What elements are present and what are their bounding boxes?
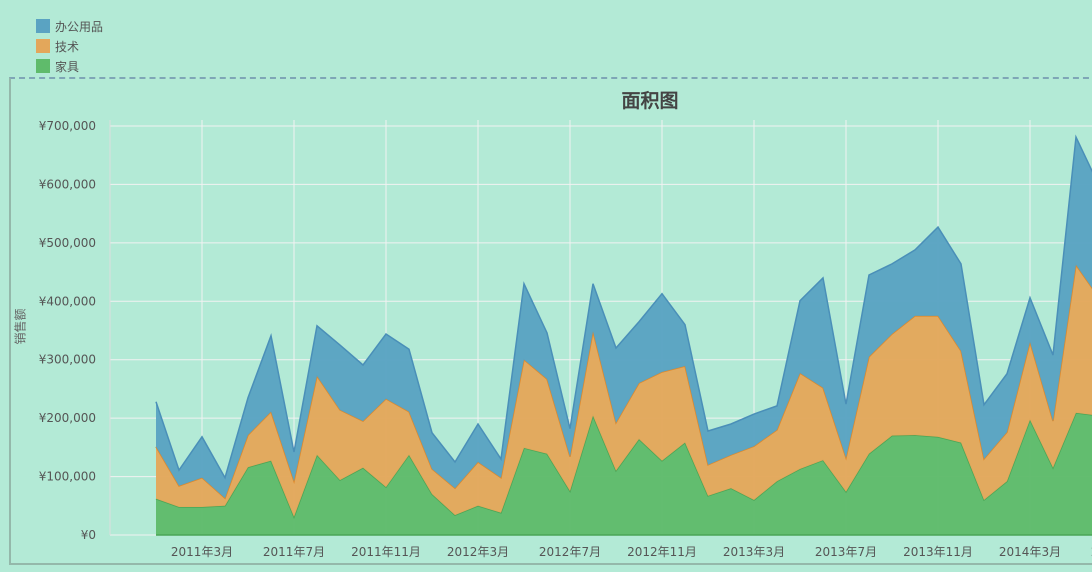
y-tick-label: ¥500,000 [39, 236, 96, 250]
x-tick-label: 2013年11月 [903, 545, 973, 559]
legend-item-office[interactable]: 办公用品 [36, 16, 103, 36]
x-tick-label: 2012年7月 [539, 545, 601, 559]
legend-label: 技术 [55, 39, 80, 54]
chart-title: 面积图 [621, 90, 679, 112]
y-axis-label: 销售额 [13, 308, 28, 345]
x-tick-label: 2011年11月 [351, 545, 421, 559]
x-tick-label: 2014年7月 [1091, 545, 1092, 559]
x-tick-label: 2013年3月 [723, 545, 785, 559]
x-tick-label: 2014年3月 [999, 545, 1061, 559]
line-办公用品 [155, 134, 1092, 480]
y-tick-label: ¥400,000 [39, 294, 96, 308]
x-tick-label: 2011年7月 [263, 545, 325, 559]
x-tick-label: 2013年7月 [815, 545, 877, 559]
y-tick-label: ¥100,000 [39, 470, 96, 484]
y-tick-label: ¥200,000 [39, 411, 96, 425]
area-家具 [156, 412, 1092, 535]
legend-item-tech[interactable]: 技术 [36, 36, 103, 56]
area-技术 [156, 265, 1092, 517]
legend-label: 办公用品 [55, 19, 104, 34]
y-tick-label: ¥0 [81, 528, 96, 542]
legend-swatch [36, 59, 50, 73]
legend-swatch [36, 19, 50, 33]
chart-frame [9, 77, 1092, 565]
y-tick-label: ¥700,000 [39, 119, 96, 133]
area-办公用品 [156, 137, 1092, 499]
x-tick-label: 2012年11月 [627, 545, 697, 559]
y-tick-label: ¥300,000 [39, 353, 96, 367]
x-tick-label: 2011年3月 [171, 545, 233, 559]
legend-swatch [36, 39, 50, 53]
line-家具 [155, 412, 1092, 519]
legend-item-furniture[interactable]: 家具 [36, 56, 103, 76]
legend-label: 家具 [55, 59, 80, 74]
legend: 办公用品 技术 家具 [36, 16, 103, 76]
x-tick-label: 2012年3月 [447, 545, 509, 559]
y-tick-label: ¥600,000 [39, 177, 96, 191]
